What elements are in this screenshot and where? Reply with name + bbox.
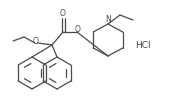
Text: O: O: [60, 9, 66, 18]
Text: N: N: [105, 15, 111, 24]
Text: O: O: [33, 36, 39, 46]
Text: O: O: [75, 24, 81, 34]
Text: HCl: HCl: [135, 41, 151, 50]
